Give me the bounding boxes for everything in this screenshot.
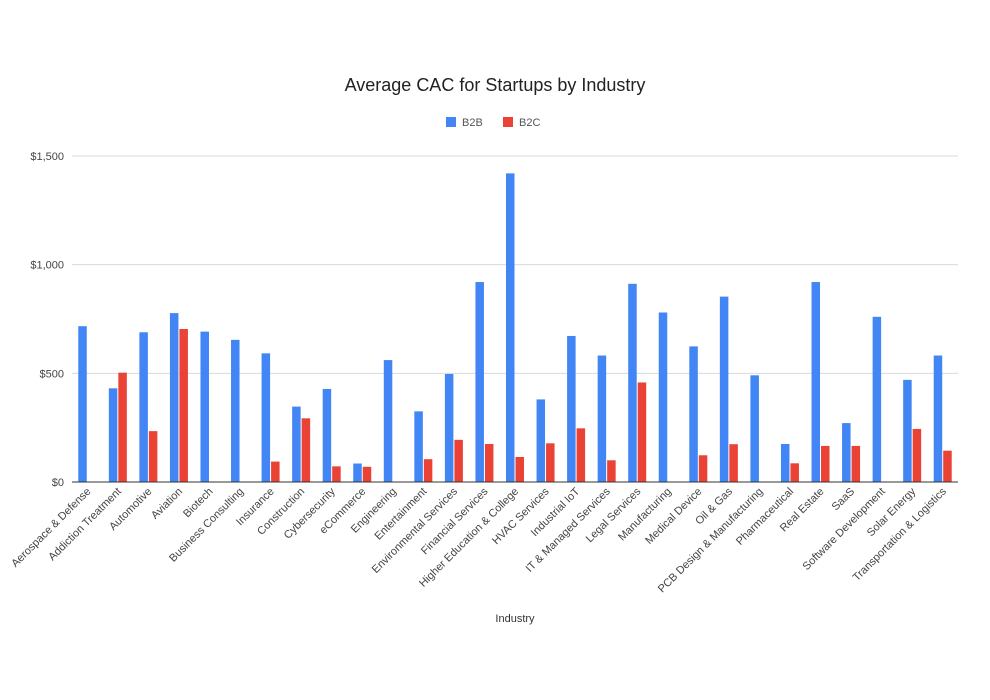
bar-b2b-solar-energy (903, 379, 912, 482)
bar-b2b-entertainment (414, 411, 423, 482)
bar-b2b-industrial-iot (567, 335, 576, 482)
bar-b2c-pharmaceutical (790, 463, 799, 482)
bar-b2c-financial-services (484, 443, 494, 482)
bar-b2c-insurance (271, 461, 280, 482)
bar-b2b-business-consulting (231, 339, 240, 482)
y-tick-label: $500 (40, 368, 64, 380)
bar-b2c-hvac-services (546, 443, 555, 482)
bar-b2b-medical-device (689, 346, 698, 482)
bar-b2c-real-estate (821, 445, 830, 482)
y-tick-label: $0 (52, 477, 64, 489)
bar-b2c-aviation (179, 328, 188, 482)
x-tick-label-aviation: Aviation (149, 486, 185, 522)
x-axis-title: Industry (495, 613, 535, 625)
legend-label-b2c: B2C (519, 117, 540, 129)
x-tick-label-saas: SaaS (830, 486, 858, 514)
bar-b2b-addiction-treatment (108, 388, 118, 482)
bar-b2c-medical-device (698, 455, 708, 482)
bar-b2c-automotive (148, 431, 158, 482)
bar-b2c-oil-and-gas (729, 444, 738, 482)
bars (78, 173, 952, 483)
bar-b2b-engineering (383, 360, 393, 482)
bar-b2c-legal-services (637, 382, 647, 482)
bar-b2b-aerospace-and-defense (78, 326, 87, 482)
bar-b2b-legal-services (628, 283, 637, 482)
bar-b2b-real-estate (811, 282, 821, 482)
bar-b2b-pharmaceutical (780, 443, 790, 482)
bar-b2c-solar-energy (912, 428, 922, 482)
legend-label-b2b: B2B (462, 117, 483, 129)
y-axis-ticks: $0 $500 $1,000 $1,500 (30, 151, 64, 489)
bar-b2b-pcb-design-and-manufacturing (750, 375, 759, 482)
bar-b2c-industrial-iot (576, 428, 586, 482)
bar-b2b-manufacturing (658, 312, 668, 482)
bar-b2b-ecommerce (353, 463, 362, 482)
bar-b2b-cybersecurity (322, 388, 332, 482)
bar-b2b-insurance (261, 353, 271, 482)
bar-b2b-aviation (169, 313, 179, 482)
bar-b2b-financial-services (475, 282, 484, 482)
bar-b2c-environmental-services (454, 439, 463, 482)
bar-b2b-software-development (872, 316, 882, 482)
x-tick-label-manufacturing: Manufacturing (616, 486, 674, 544)
bar-b2b-automotive (139, 332, 148, 482)
bar-b2c-ecommerce (362, 466, 372, 482)
bar-b2c-construction (301, 418, 311, 482)
bar-b2b-it-and-managed-services (597, 355, 607, 482)
bar-b2c-it-and-managed-services (607, 460, 616, 482)
bar-b2c-cybersecurity (332, 466, 341, 482)
bar-b2c-transportation-and-logistics (943, 450, 952, 482)
legend-swatch-b2b (446, 117, 456, 127)
bar-b2c-higher-education-and-college (515, 457, 524, 482)
bar-b2b-oil-and-gas (719, 296, 729, 482)
bar-b2b-higher-education-and-college (506, 173, 515, 483)
chart-title: Average CAC for Startups by Industry (345, 75, 646, 95)
gridlines (72, 155, 958, 374)
bar-b2b-environmental-services (444, 373, 454, 482)
y-tick-label: $1,000 (30, 260, 64, 272)
bar-b2c-addiction-treatment (118, 372, 127, 482)
bar-b2b-saas (842, 423, 851, 482)
legend: B2B B2C (446, 117, 540, 129)
bar-b2b-transportation-and-logistics (933, 355, 943, 482)
bar-b2b-biotech (200, 331, 209, 482)
bar-b2c-saas (851, 445, 861, 482)
bar-b2c-entertainment (423, 459, 433, 482)
y-tick-label: $1,500 (30, 151, 64, 163)
bar-b2b-hvac-services (536, 399, 546, 482)
bar-b2b-construction (292, 406, 301, 482)
legend-swatch-b2c (503, 117, 513, 127)
